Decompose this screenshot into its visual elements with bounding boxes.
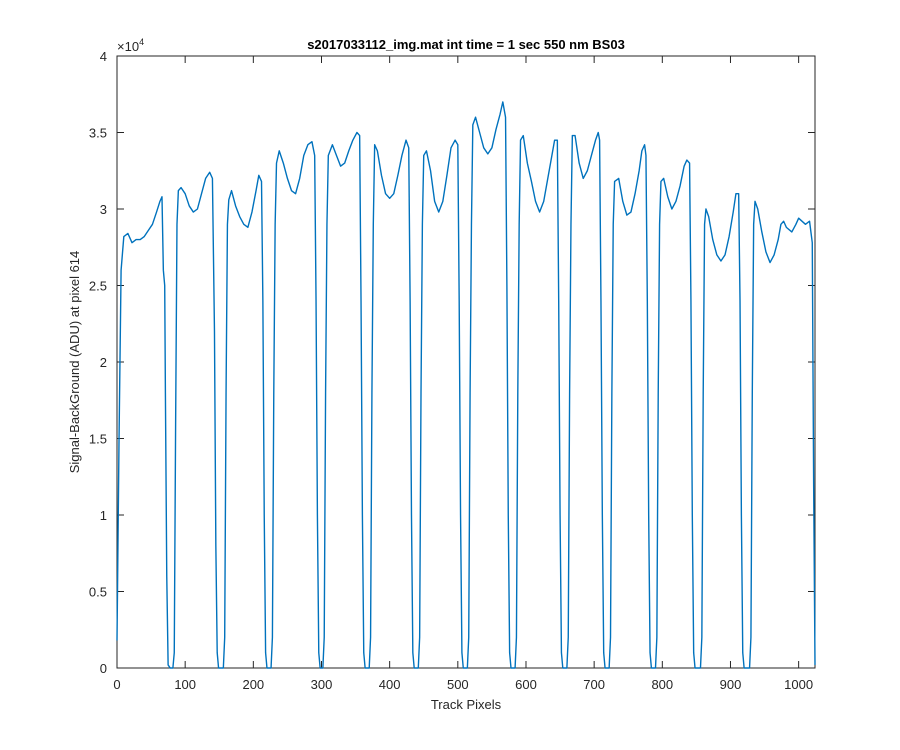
y-tick-label: 1	[100, 508, 107, 523]
y-tick-label: 3	[100, 202, 107, 217]
y-tick-label: 2.5	[89, 279, 107, 294]
x-tick-label: 100	[174, 677, 196, 692]
y-axis-label: Signal-BackGround (ADU) at pixel 614	[67, 251, 82, 474]
chart-title: s2017033112_img.mat int time = 1 sec 550…	[307, 37, 625, 52]
x-tick-label: 900	[720, 677, 742, 692]
plot-area	[116, 55, 816, 669]
y-exponent-label: ×104	[117, 37, 144, 54]
y-tick-label: 2	[100, 355, 107, 370]
x-axis-label: Track Pixels	[431, 697, 502, 712]
y-exponent-power: 4	[139, 37, 144, 47]
x-tick-labels: 0 100 200 300 400 500 600 700 800 900 1000	[113, 677, 813, 692]
y-tick-label: 0.5	[89, 585, 107, 600]
x-tick-label: 800	[651, 677, 673, 692]
x-tick-label: 0	[113, 677, 120, 692]
y-tick-label: 0	[100, 661, 107, 676]
y-tick-label: 3.5	[89, 126, 107, 141]
y-tick-label: 4	[100, 49, 107, 64]
x-tick-label: 600	[515, 677, 537, 692]
y-exponent-base: ×10	[117, 39, 139, 54]
x-tick-label: 300	[311, 677, 333, 692]
x-tick-label: 400	[379, 677, 401, 692]
axis-ticks	[116, 55, 815, 669]
x-tick-label: 200	[242, 677, 264, 692]
y-tick-labels: 0 0.5 1 1.5 2 2.5 3 3.5 4	[89, 49, 107, 676]
x-tick-label: 1000	[784, 677, 813, 692]
x-tick-label: 500	[447, 677, 469, 692]
x-tick-label: 700	[583, 677, 605, 692]
y-tick-label: 1.5	[89, 432, 107, 447]
data-line	[116, 101, 816, 669]
